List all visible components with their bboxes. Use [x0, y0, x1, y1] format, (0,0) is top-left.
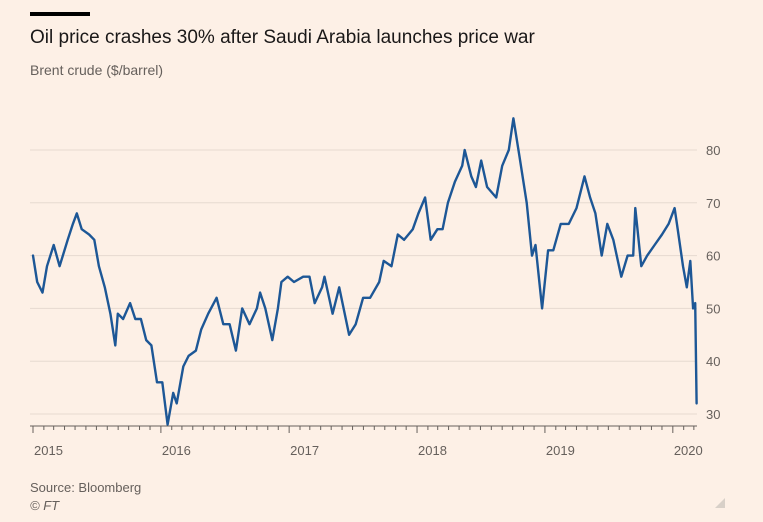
x-tick-label: 2015	[34, 443, 63, 458]
x-tick-label: 2019	[546, 443, 575, 458]
y-tick-label: 80	[706, 143, 720, 158]
x-tick-label: 2017	[290, 443, 319, 458]
y-tick-label: 40	[706, 354, 720, 369]
resize-handle-icon[interactable]	[714, 497, 726, 509]
chart-area: 30 40 50 60 70 80 2015 2016 2017 2018 2019 2020	[30, 117, 720, 458]
y-tick-label: 50	[706, 301, 720, 316]
chart-title: Oil price crashes 30% after Saudi Arabia…	[30, 27, 535, 48]
x-tick-label: 2018	[418, 443, 447, 458]
header-rule	[30, 12, 90, 16]
series-line-brent	[31, 117, 698, 426]
source-note: Source: Bloomberg	[30, 480, 142, 495]
y-tick-label: 60	[706, 249, 720, 264]
y-tick-label: 70	[706, 196, 720, 211]
copyright-note: © FT	[30, 498, 60, 513]
chart-subtitle: Brent crude ($/barrel)	[30, 62, 164, 78]
x-tick-label: 2016	[162, 443, 191, 458]
y-tick-label: 30	[706, 407, 720, 422]
x-tick-label: 2020	[674, 443, 703, 458]
